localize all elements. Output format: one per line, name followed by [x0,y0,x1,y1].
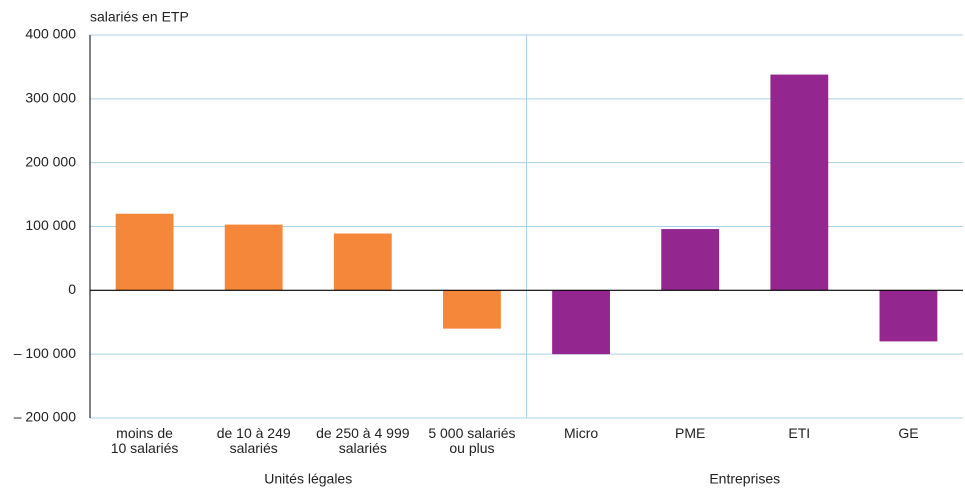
bar [333,233,392,291]
x-tick-label: ETI [788,425,811,441]
y-tick-label: – 200 000 [14,409,76,425]
bar [115,213,174,291]
group-label: Unités légales [264,471,352,487]
y-tick-label: 200 000 [25,153,76,169]
bar [661,229,720,291]
y-tick-label: 400 000 [25,26,76,42]
y-axis-label: salariés en ETP [90,9,189,25]
y-tick-label: 0 [68,281,76,297]
x-tick-label: de 250 à 4 999 salariés [316,425,410,456]
y-tick-label: 300 000 [25,90,76,106]
y-tick-label: 100 000 [25,217,76,233]
bar [224,224,283,291]
x-tick-label: GE [898,425,919,441]
x-tick-label: Micro [563,425,599,441]
bar [552,290,610,355]
bar [770,74,829,291]
x-tick-label: 5 000 salariés ou plus [428,425,516,456]
x-tick-label: PME [675,425,706,441]
bar [879,290,938,342]
x-tick-label: moins de 10 salariés [110,425,179,456]
group-label: Entreprises [709,471,780,487]
x-tick-label: de 10 à 249 salariés [216,425,291,456]
y-tick-label: – 100 000 [14,345,76,361]
bar [443,290,501,329]
